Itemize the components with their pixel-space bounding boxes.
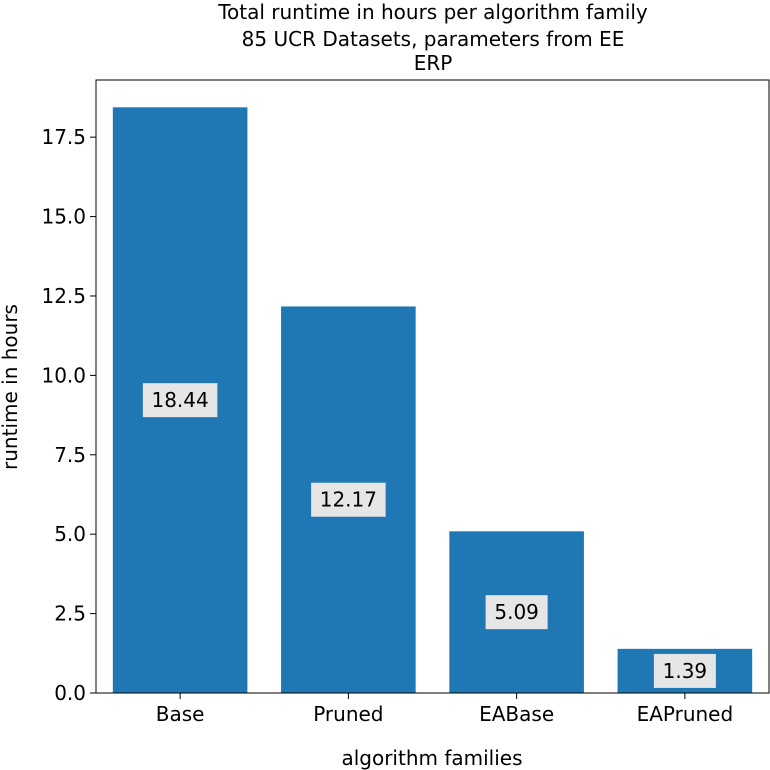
data-label-box bbox=[142, 383, 218, 418]
data-label-text: 12.17 bbox=[320, 488, 377, 512]
data-label-eapruned: 1.39 bbox=[653, 653, 716, 688]
x-tick-label: Pruned bbox=[313, 702, 383, 726]
data-label-box bbox=[485, 595, 548, 630]
x-axis-label: algorithm families bbox=[341, 746, 522, 770]
data-label-box bbox=[311, 482, 386, 517]
chart-title-line-1: Total runtime in hours per algorithm fam… bbox=[218, 0, 648, 24]
x-tick-label: Base bbox=[156, 702, 205, 726]
data-labels-group: 18.44 12.17 5.09 1.39 bbox=[142, 383, 716, 688]
y-tick-label: 0.0 bbox=[54, 681, 86, 705]
y-tick-label: 12.5 bbox=[41, 284, 86, 308]
data-label-text: 1.39 bbox=[663, 659, 708, 683]
data-label-base: 18.44 bbox=[142, 383, 218, 418]
y-tick-label: 15.0 bbox=[41, 205, 86, 229]
data-label-text: 18.44 bbox=[151, 388, 208, 412]
y-axis-label: runtime in hours bbox=[0, 304, 22, 470]
chart-title-line-3: ERP bbox=[413, 51, 453, 75]
data-label-box bbox=[653, 653, 716, 688]
y-tick-label: 17.5 bbox=[41, 125, 86, 149]
y-tick-label: 5.0 bbox=[54, 522, 86, 546]
y-tick-label: 2.5 bbox=[54, 602, 86, 626]
data-label-text: 5.09 bbox=[494, 600, 539, 624]
x-tick-label: EABase bbox=[479, 702, 554, 726]
plot-frame bbox=[95, 79, 770, 694]
y-tick-label: 7.5 bbox=[54, 443, 86, 467]
data-label-pruned: 12.17 bbox=[311, 482, 386, 517]
y-tick-label: 10.0 bbox=[41, 363, 86, 387]
chart-title-line-2: 85 UCR Datasets, parameters from EE bbox=[241, 27, 625, 51]
x-axis: Base Pruned EABase EAPruned bbox=[156, 693, 733, 726]
x-tick-label: EAPruned bbox=[637, 702, 734, 726]
data-label-eabase: 5.09 bbox=[485, 595, 548, 630]
y-axis: 0.0 2.5 5.0 7.5 10.0 12.5 15.0 17.5 bbox=[41, 125, 96, 705]
